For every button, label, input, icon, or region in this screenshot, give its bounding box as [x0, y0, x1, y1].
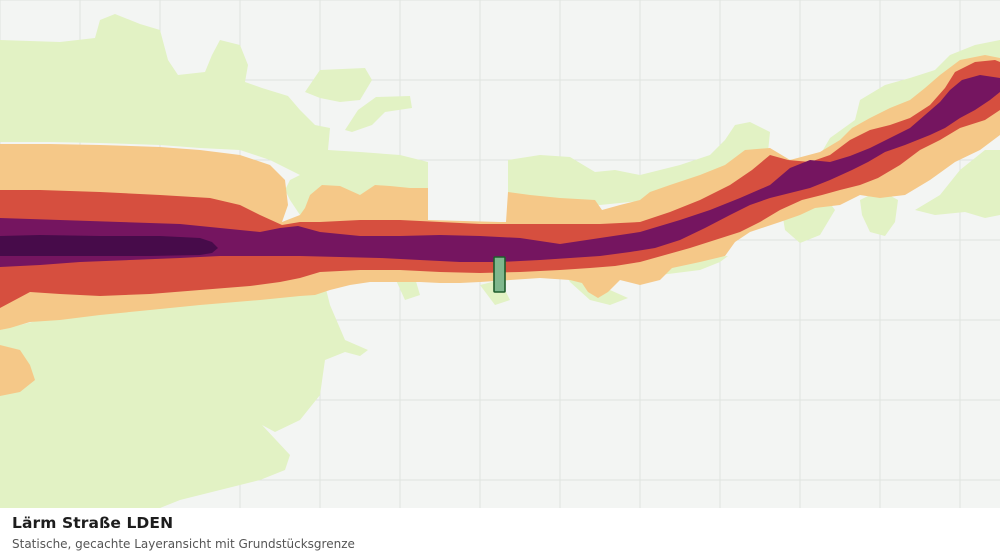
noise-band-5 [0, 235, 218, 256]
layer-title: Lärm Straße LDEN [12, 514, 174, 532]
layer-subtitle: Statische, gecachte Layeransicht mit Gru… [12, 537, 355, 551]
noise-map[interactable] [0, 0, 1000, 508]
noise-map-canvas[interactable] [0, 0, 1000, 508]
layer-caption: Lärm Straße LDEN Statische, gecachte Lay… [0, 508, 1000, 560]
parcel-boundary[interactable] [493, 256, 506, 293]
